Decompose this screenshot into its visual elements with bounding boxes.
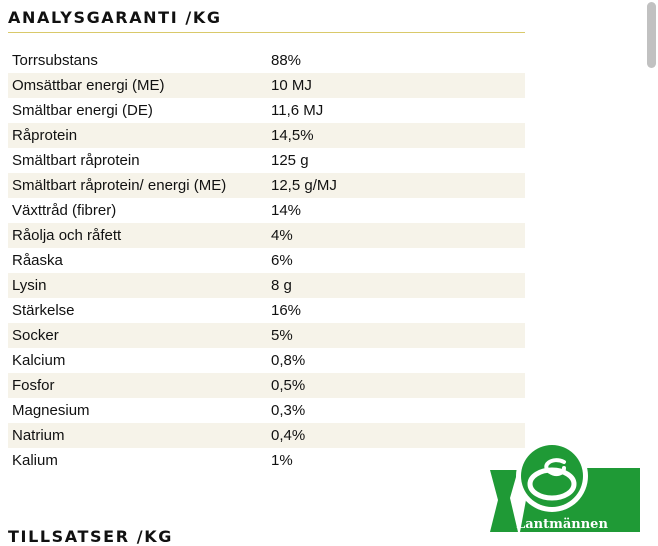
table-row: Omsättbar energi (ME) 10 MJ	[8, 73, 525, 98]
nutrient-name: Smältbart råprotein	[12, 152, 140, 169]
logo-swirl	[544, 458, 566, 477]
nutrient-name: Socker	[8, 323, 267, 348]
nutrient-value: 16%	[271, 302, 302, 319]
table-row: Stärkelse 16%	[8, 298, 525, 323]
nutrient-value: 88%	[271, 52, 302, 69]
table-row: Magnesium 0,3%	[8, 398, 525, 423]
nutrient-name: Smältbart råprotein/ energi (ME)	[8, 173, 267, 198]
analysis-title: ANALYSGARANTI /KG	[8, 8, 222, 27]
lantmannen-logo[interactable]: Lantmännen	[490, 440, 640, 537]
nutrient-value: 0,4%	[267, 423, 525, 448]
nutrient-value: 10 MJ	[267, 73, 525, 98]
nutrient-value: 11,6 MJ	[271, 102, 324, 119]
nutrient-value: 5%	[267, 323, 525, 348]
logo-banner-tail	[490, 470, 518, 532]
nutrient-value: 4%	[267, 223, 525, 248]
nutrient-name: Växttråd (fibrer)	[12, 202, 117, 219]
table-row: Torrsubstans 88%	[8, 48, 525, 73]
table-row: Fosfor 0,5%	[8, 373, 525, 398]
nutrient-value: 6%	[271, 252, 293, 269]
nutrient-value: 12,5 g/MJ	[267, 173, 525, 198]
table-row: Smältbart råprotein 125 g	[8, 148, 525, 173]
nutrient-name: Råprotein	[8, 123, 267, 148]
logo-bowl	[527, 467, 577, 501]
scrollbar[interactable]	[644, 0, 658, 537]
title-divider	[8, 32, 525, 33]
table-row: Natrium 0,4%	[8, 423, 525, 448]
nutrient-name: Råolja och råfett	[8, 223, 267, 248]
nutrient-name: Smältbar energi (DE)	[12, 102, 153, 119]
nutrient-value: 14,5%	[267, 123, 525, 148]
table-row: Kalium 1%	[8, 448, 525, 473]
nutrient-value: 8 g	[267, 273, 525, 298]
logo-text: Lantmännen	[516, 517, 608, 532]
nutrient-name: Kalium	[12, 452, 58, 469]
scrollbar-thumb[interactable]	[647, 2, 656, 68]
table-row: Råolja och råfett 4%	[8, 223, 525, 248]
analysis-table: Torrsubstans 88% Omsättbar energi (ME) 10 M…	[8, 48, 525, 473]
nutrient-value: 125 g	[271, 152, 309, 169]
nutrient-value: 1%	[271, 452, 293, 469]
nutrient-value: 0,3%	[271, 402, 306, 419]
table-row: Smältbar energi (DE) 11,6 MJ	[8, 98, 525, 123]
nutrient-name: Kalcium	[12, 352, 66, 369]
table-row: Smältbart råprotein/ energi (ME) 12,5 g/M…	[8, 173, 525, 198]
nutrient-name: Magnesium	[12, 402, 90, 419]
nutrient-value: 14%	[271, 202, 302, 219]
nutrient-name: Omsättbar energi (ME)	[8, 73, 267, 98]
table-row: Kalcium 0,8%	[8, 348, 525, 373]
nutrient-name: Torrsubstans	[12, 52, 98, 69]
table-row: Socker 5%	[8, 323, 525, 348]
nutrient-value: 0,5%	[267, 373, 525, 398]
nutrient-name: Råaska	[12, 252, 63, 269]
nutrient-name: Lysin	[8, 273, 267, 298]
table-row: Lysin 8 g	[8, 273, 525, 298]
table-row: Växttråd (fibrer) 14%	[8, 198, 525, 223]
nutrient-name: Natrium	[8, 423, 267, 448]
nutrient-name: Stärkelse	[12, 302, 75, 319]
nutrient-value: 0,8%	[271, 352, 306, 369]
table-row: Råaska 6%	[8, 248, 525, 273]
nutrient-name: Fosfor	[8, 373, 267, 398]
table-row: Råprotein 14,5%	[8, 123, 525, 148]
